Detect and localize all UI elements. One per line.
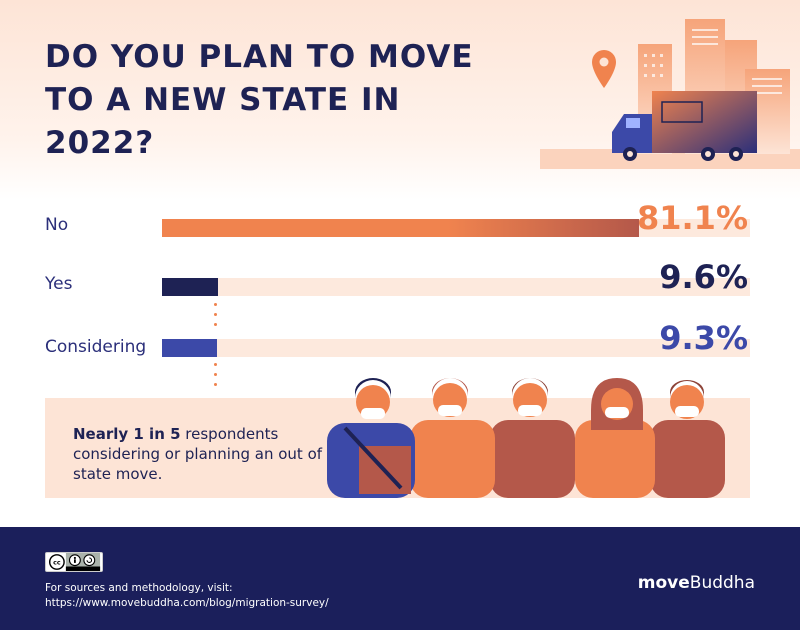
person-3: [575, 378, 655, 498]
value-label-considering: 9.3%: [659, 319, 748, 357]
bar-track-considering: [162, 339, 750, 357]
category-label-considering: Considering: [45, 337, 147, 357]
svg-text:cc: cc: [53, 560, 61, 567]
callout-bold: Nearly 1 in 5: [73, 425, 181, 443]
person-1: [410, 378, 495, 498]
chart-title: DO YOU PLAN TO MOVE TO A NEW STATE IN 20…: [45, 39, 474, 161]
value-label-yes: 9.6%: [659, 258, 748, 296]
connector-dots: [214, 303, 217, 333]
value-label-no: 81.1%: [636, 199, 748, 237]
bar-no: [162, 219, 639, 237]
bar-considering: [162, 339, 217, 357]
bar-chart: No 81.1% Yes 9.6% Considering 9.3%: [0, 195, 800, 395]
brand-logo-rest: Buddha: [689, 573, 755, 593]
footer: cc For sources and methodology, visit: h…: [0, 527, 800, 630]
cc-by-sa-icon: cc: [45, 552, 103, 572]
bar-yes: [162, 278, 219, 296]
callout-rest: respondents considering or planning an o…: [73, 425, 323, 483]
category-label-no: No: [45, 215, 69, 235]
category-label-yes: Yes: [45, 274, 73, 294]
sources-text: For sources and methodology, visit: http…: [45, 581, 445, 611]
person-4: [650, 380, 725, 498]
brand-logo-bold: move: [637, 573, 690, 593]
connector-dots: [214, 363, 217, 393]
bar-track-yes: [162, 278, 750, 296]
city-truck-illustration: [540, 19, 800, 169]
person-0: [327, 378, 415, 498]
brand-logo: moveBuddha: [638, 573, 755, 593]
sources-line-1: For sources and methodology, visit:: [45, 582, 233, 594]
masked-people-illustration: [327, 378, 725, 498]
callout-text: Nearly 1 in 5 respondents considering or…: [73, 424, 323, 484]
sources-url[interactable]: https://www.movebuddha.com/blog/migratio…: [45, 597, 329, 609]
person-2: [490, 378, 575, 498]
